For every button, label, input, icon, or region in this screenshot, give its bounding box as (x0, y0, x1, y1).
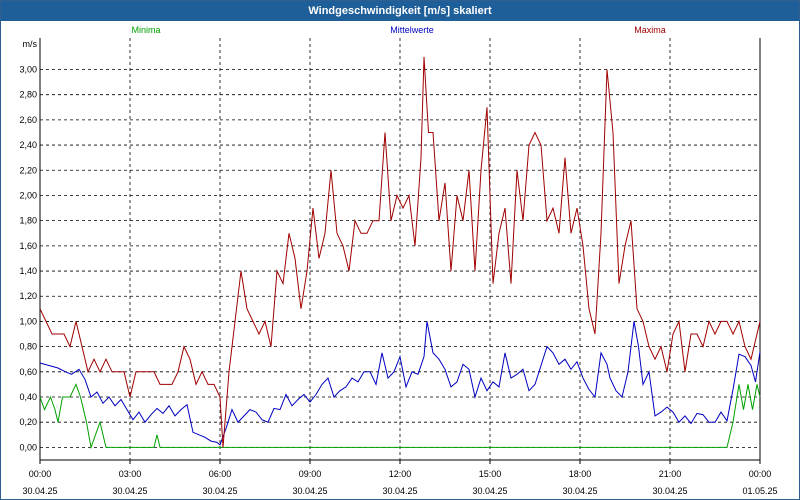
y-tick-label: 2,40 (19, 140, 37, 150)
legend-item-minima: Minima (131, 25, 160, 35)
x-tick-time: 12:00 (389, 469, 412, 479)
series-line-mittelwerte (39, 321, 761, 446)
x-tick-time: 00:00 (29, 469, 52, 479)
y-tick-label: 2,00 (19, 190, 37, 200)
x-tick-date: 30.04.25 (562, 486, 597, 496)
y-tick-label: 1,20 (19, 291, 37, 301)
x-tick-date: 30.04.25 (202, 486, 237, 496)
y-tick-label: 2,60 (19, 115, 37, 125)
y-tick-label: 2,20 (19, 165, 37, 175)
tick-labels: 0,00 0,20 0,40 0,60 0,80 1,00 1,20 1,40 1,60 1,80… (19, 39, 777, 496)
axes (39, 38, 761, 464)
x-tick-date: 30.04.25 (292, 486, 327, 496)
x-tick-time: 18:00 (569, 469, 592, 479)
y-tick-label: 1,60 (19, 241, 37, 251)
grid-lines (40, 38, 760, 460)
x-tick-date: 01.05.25 (742, 486, 777, 496)
y-tick-label: 0,40 (19, 392, 37, 402)
chart-title: Windgeschwindigkeit [m/s] skaliert (1, 1, 799, 21)
series-line-minima (39, 383, 761, 450)
x-tick-time: 09:00 (299, 469, 322, 479)
x-tick-date: 30.04.25 (652, 486, 687, 496)
y-tick-label: 0,20 (19, 417, 37, 427)
x-tick-time: 21:00 (659, 469, 682, 479)
y-tick-label: 0,60 (19, 367, 37, 377)
y-tick-label: 1,80 (19, 216, 37, 226)
x-tick-time: 00:00 (749, 469, 772, 479)
y-tick-label: 1,40 (19, 266, 37, 276)
x-tick-date: 30.04.25 (382, 486, 417, 496)
series-line-maxima (39, 56, 761, 448)
legend: Minima Mittelwerte Maxima (131, 25, 665, 35)
y-tick-label: 1,00 (19, 316, 37, 326)
y-tick-label: 0,00 (19, 442, 37, 452)
x-tick-date: 30.04.25 (22, 486, 57, 496)
series-lines (39, 56, 761, 450)
x-tick-time: 03:00 (119, 469, 142, 479)
y-tick-label: 2,80 (19, 90, 37, 100)
legend-item-maxima: Maxima (634, 25, 666, 35)
x-tick-date: 30.04.25 (112, 486, 147, 496)
x-tick-date: 30.04.25 (472, 486, 507, 496)
y-tick-label: 0,80 (19, 342, 37, 352)
x-tick-time: 15:00 (479, 469, 502, 479)
y-axis-unit-label: m/s (23, 39, 38, 49)
y-tick-label: 3,00 (19, 64, 37, 74)
x-tick-time: 06:00 (209, 469, 232, 479)
legend-item-mittelwerte: Mittelwerte (390, 25, 434, 35)
